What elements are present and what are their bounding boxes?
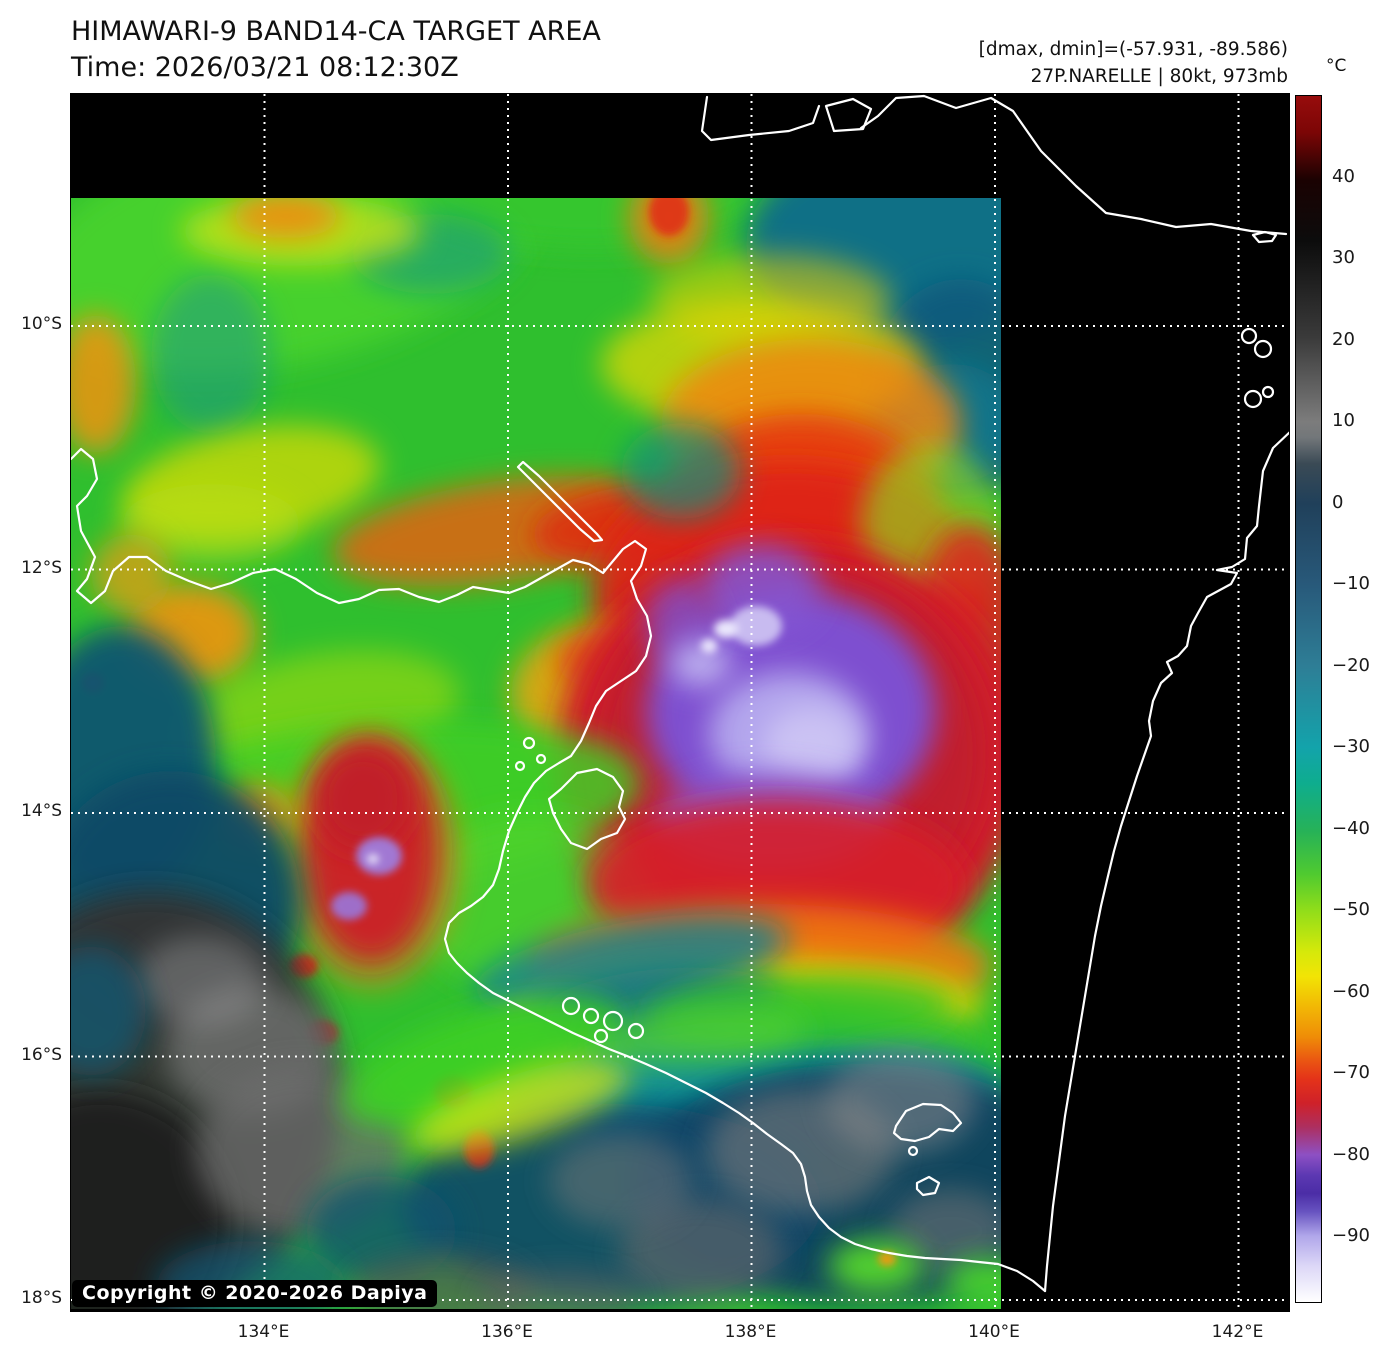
ir-cloud-blob (71, 314, 136, 454)
colorbar-tick-label: −40 (1332, 817, 1370, 839)
colorbar-tick-label: −80 (1332, 1143, 1370, 1165)
colorbar (1295, 95, 1322, 1303)
ir-cloud-blob (701, 639, 717, 653)
islet (1261, 385, 1275, 399)
x-axis-tick-label: 142°E (1211, 1322, 1264, 1342)
colorbar-tick-label: 0 (1332, 491, 1344, 513)
ir-cloud-blob (619, 1199, 783, 1303)
ir-cloud-blob (621, 423, 741, 519)
ir-cloud-blob (356, 837, 402, 875)
islet (561, 996, 581, 1016)
ir-cloud-blob (730, 606, 782, 646)
ir-cloud-blob (763, 706, 859, 782)
ir-cloud-blob (701, 544, 821, 634)
colorbar-tick-label: −50 (1332, 899, 1370, 921)
ir-cloud-blob (826, 1049, 976, 1153)
colorbar-tick-label: −20 (1332, 654, 1370, 676)
islet (627, 1022, 645, 1040)
ir-cloud-blob (549, 1134, 693, 1228)
coastline (824, 97, 873, 133)
islet (1240, 327, 1258, 345)
ir-cloud-blob (651, 254, 891, 344)
ir-cloud-blob (944, 1257, 1001, 1305)
satellite-svg (71, 94, 1289, 1311)
y-axis-tick-label: 18°S (21, 1288, 62, 1308)
coastlines (71, 94, 1289, 1293)
coastline (516, 460, 604, 543)
ir-cloud-blob (596, 1004, 806, 1068)
ir-cloud-blob (367, 854, 379, 864)
islet (907, 1145, 919, 1157)
islet (602, 1010, 624, 1032)
coastline (1251, 230, 1278, 244)
colorbar-tick-label: −70 (1332, 1062, 1370, 1084)
colorbar-tick-label: 40 (1332, 166, 1355, 188)
ir-cloud-blob (671, 642, 731, 686)
dmax-dmin-readout: [dmax, dmin]=(-57.931, -89.586) (978, 39, 1288, 60)
islet (514, 760, 526, 772)
colorbar-tick-label: −60 (1332, 980, 1370, 1002)
coastline (547, 767, 627, 851)
ir-cloud-blob (714, 620, 738, 638)
islet (593, 1028, 609, 1044)
colorbar-tick-label: 30 (1332, 247, 1355, 269)
ir-cloud-blob (649, 198, 689, 236)
x-axis-tick-label: 134°E (237, 1322, 290, 1342)
islet (582, 1007, 600, 1025)
satellite-image (71, 94, 1289, 1311)
islet (1243, 389, 1263, 409)
coastline (700, 95, 821, 142)
y-axis-tick-label: 16°S (21, 1044, 62, 1065)
page-title: HIMAWARI-9 BAND14-CA TARGET AREA (71, 16, 601, 47)
annotation-block: [dmax, dmin]=(-57.931, -89.586) 27P.NARE… (979, 36, 1288, 90)
colorbar-tick-label: −30 (1332, 736, 1370, 758)
copyright-badge: Copyright © 2020-2026 Dapiya (72, 1280, 438, 1307)
ir-cloud-blob (71, 946, 146, 1076)
ir-cloud-blob (342, 997, 620, 1125)
coastline (71, 447, 1047, 1293)
ir-cloud-blob (473, 914, 789, 1014)
colorbar-tick-label: 20 (1332, 328, 1355, 350)
storm-info: 27P.NARELLE | 80kt, 973mb (1030, 66, 1288, 87)
x-axis-tick-label: 136°E (481, 1322, 533, 1342)
coastline (892, 1102, 963, 1143)
coastline (915, 1175, 941, 1197)
ir-cloud-blob (828, 1239, 924, 1293)
colorbar-tick-label: −10 (1332, 573, 1370, 595)
ir-cloud-blob (151, 274, 271, 434)
colorbar-unit-label: °C (1326, 56, 1347, 76)
y-axis-tick-label: 14°S (21, 801, 62, 821)
ir-cloud-blob (878, 1252, 896, 1266)
timestamp: Time: 2026/03/21 08:12:30Z (71, 52, 459, 83)
ir-cloud-blob (315, 747, 411, 851)
x-axis-tick-label: 140°E (968, 1322, 1020, 1342)
colorbar-tick-label: −90 (1332, 1225, 1370, 1247)
ir-cloud-blob (91, 534, 171, 614)
y-axis-tick-label: 10°S (21, 314, 62, 334)
satellite-swath (71, 198, 1001, 1309)
ir-cloud-blob (331, 892, 367, 920)
islet (535, 753, 547, 765)
x-axis-tick-label: 138°E (724, 1322, 777, 1342)
satellite-map: Copyright © 2020-2026 Dapiya (70, 93, 1290, 1312)
colorbar-tick-label: 10 (1332, 410, 1355, 432)
islet (522, 736, 536, 750)
coastline (1043, 431, 1289, 1293)
title-block: HIMAWARI-9 BAND14-CA TARGET AREA Time: 2… (71, 14, 601, 86)
coastline (859, 94, 1288, 236)
y-axis-tick-label: 12°S (21, 557, 62, 578)
ir-cloud-blob (411, 1059, 631, 1153)
ir-cloud-blob (231, 198, 341, 238)
islet (1253, 339, 1273, 359)
ir-cloud-blob (121, 484, 301, 564)
ir-cloud-blob (136, 936, 266, 1026)
